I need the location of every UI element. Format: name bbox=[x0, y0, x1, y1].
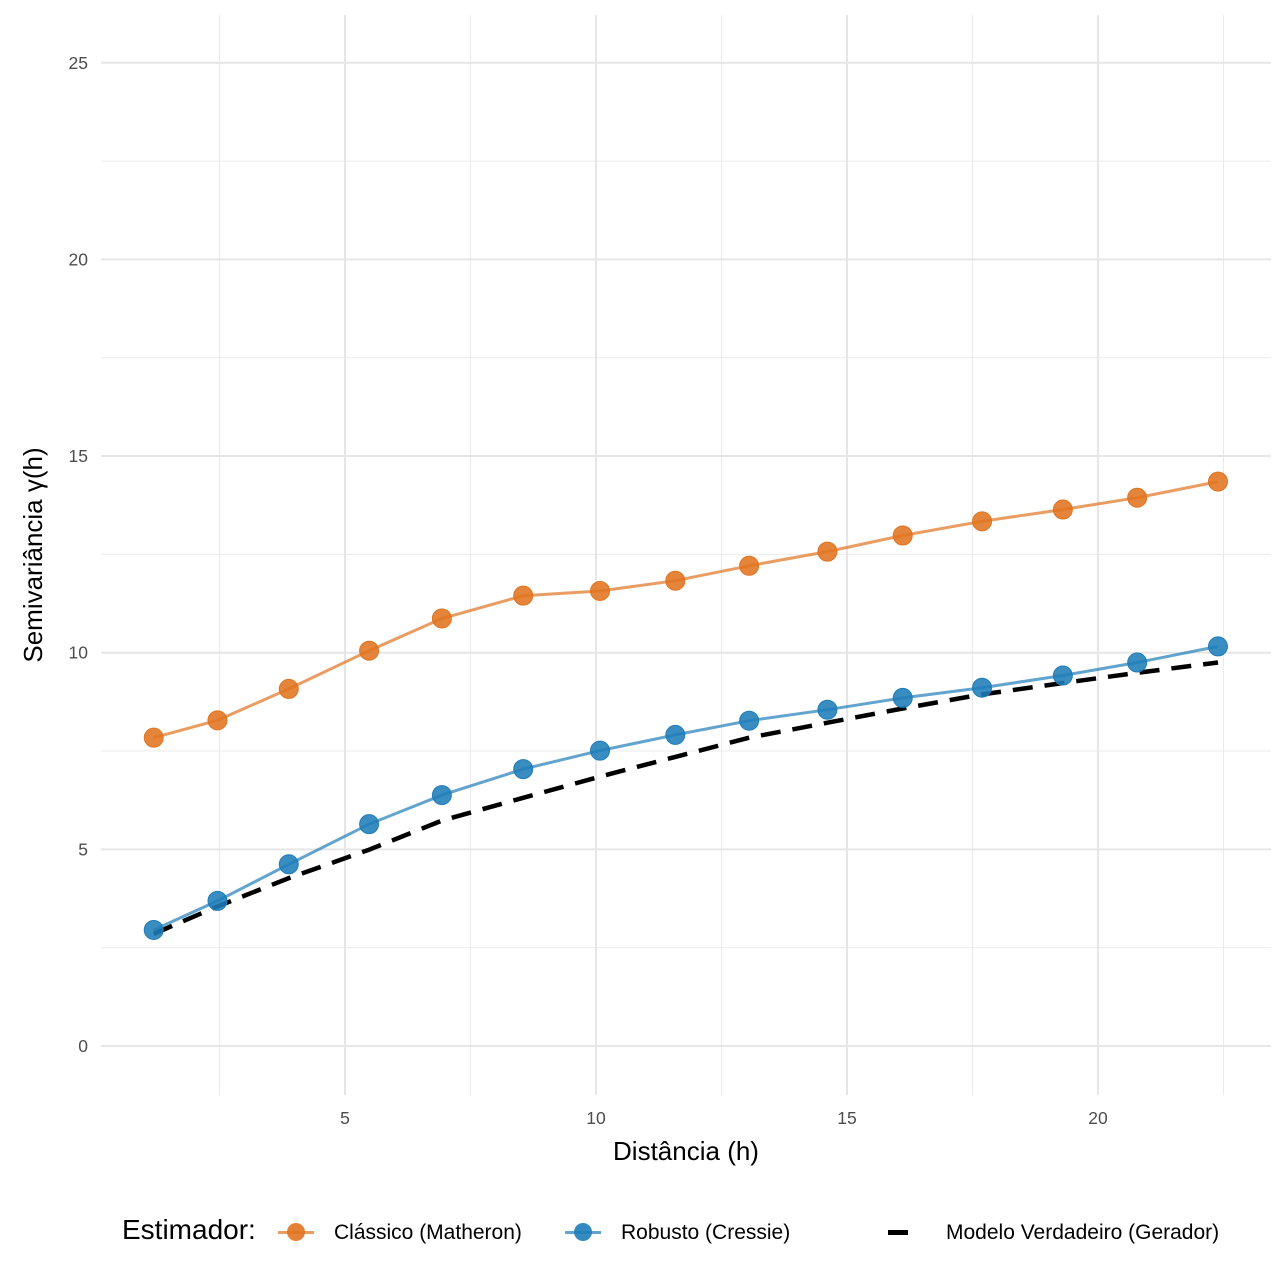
data-point-robusto bbox=[1127, 652, 1148, 673]
x-tick-label: 10 bbox=[586, 1108, 606, 1128]
data-point-robusto bbox=[513, 759, 534, 780]
x-axis-title: Distância (h) bbox=[613, 1136, 759, 1166]
major-gridlines bbox=[101, 15, 1271, 1095]
data-point-robusto bbox=[665, 724, 686, 745]
data-point-classico bbox=[1207, 471, 1228, 492]
data-point-classico bbox=[817, 541, 838, 562]
legend-title: Estimador: bbox=[122, 1214, 256, 1245]
data-point-classico bbox=[1052, 499, 1073, 520]
legend-item-classico: Clássico (Matheron) bbox=[276, 1208, 522, 1258]
minor-gridlines bbox=[101, 15, 1271, 1095]
data-point-robusto bbox=[207, 890, 228, 911]
data-point-robusto bbox=[892, 687, 913, 708]
data-point-classico bbox=[1127, 487, 1148, 508]
data-point-classico bbox=[143, 727, 164, 748]
series-line-robusto bbox=[153, 644, 1219, 932]
legend-point-classico bbox=[287, 1223, 305, 1241]
data-point-robusto bbox=[278, 854, 299, 875]
x-axis-tick-labels: 5 10 15 20 bbox=[340, 1108, 1108, 1128]
y-tick-label: 20 bbox=[69, 249, 89, 269]
y-tick-label: 5 bbox=[78, 839, 88, 859]
data-point-classico bbox=[892, 525, 913, 546]
series-line-modelo-verdadeiro bbox=[152, 660, 1219, 936]
data-point-classico bbox=[972, 511, 993, 532]
x-tick-label: 5 bbox=[340, 1108, 350, 1128]
semivariogram-chart: 5 10 15 20 0 5 10 15 20 25 Distância (h) Semivar… bbox=[18, 15, 1271, 1166]
legend-key-modelo bbox=[878, 1213, 918, 1253]
legend-key-robusto bbox=[563, 1213, 603, 1253]
y-axis-title: Semivariância γ(h) bbox=[18, 447, 48, 662]
data-point-robusto bbox=[972, 677, 993, 698]
legend-key-classico bbox=[276, 1213, 316, 1253]
data-point-robusto bbox=[590, 740, 611, 761]
legend-dash-modelo bbox=[888, 1230, 908, 1235]
series-line-classico bbox=[153, 480, 1219, 740]
legend-item-modelo: Modelo Verdadeiro (Gerador) bbox=[878, 1208, 1219, 1258]
y-tick-label: 15 bbox=[69, 446, 88, 466]
y-axis-tick-labels: 0 5 10 15 20 25 bbox=[69, 53, 89, 1056]
x-tick-label: 20 bbox=[1088, 1108, 1108, 1128]
data-point-classico bbox=[359, 640, 380, 661]
data-point-robusto bbox=[739, 710, 760, 731]
series-layer bbox=[143, 471, 1228, 940]
legend-label-robusto: Robusto (Cressie) bbox=[621, 1221, 791, 1244]
data-point-robusto bbox=[143, 919, 164, 940]
legend: Estimador: Clássico (Matheron) Robusto (… bbox=[0, 1208, 1286, 1258]
data-point-robusto bbox=[1052, 665, 1073, 686]
y-tick-label: 0 bbox=[78, 1036, 88, 1056]
legend-label-modelo: Modelo Verdadeiro (Gerador) bbox=[946, 1221, 1220, 1244]
data-point-classico bbox=[590, 580, 611, 601]
data-point-classico bbox=[207, 710, 228, 731]
data-point-robusto bbox=[817, 699, 838, 720]
legend-point-robusto bbox=[574, 1223, 592, 1241]
legend-label-classico: Clássico (Matheron) bbox=[334, 1221, 522, 1244]
data-point-classico bbox=[739, 555, 760, 576]
data-point-classico bbox=[513, 585, 534, 606]
data-point-classico bbox=[665, 570, 686, 591]
data-point-classico bbox=[431, 608, 452, 629]
data-point-robusto bbox=[431, 785, 452, 806]
x-tick-label: 15 bbox=[837, 1108, 856, 1128]
y-tick-label: 10 bbox=[69, 643, 89, 663]
y-tick-label: 25 bbox=[69, 53, 88, 73]
data-point-robusto bbox=[359, 814, 380, 835]
data-point-robusto bbox=[1207, 636, 1228, 657]
data-point-classico bbox=[278, 678, 299, 699]
legend-item-robusto: Robusto (Cressie) bbox=[563, 1208, 790, 1258]
